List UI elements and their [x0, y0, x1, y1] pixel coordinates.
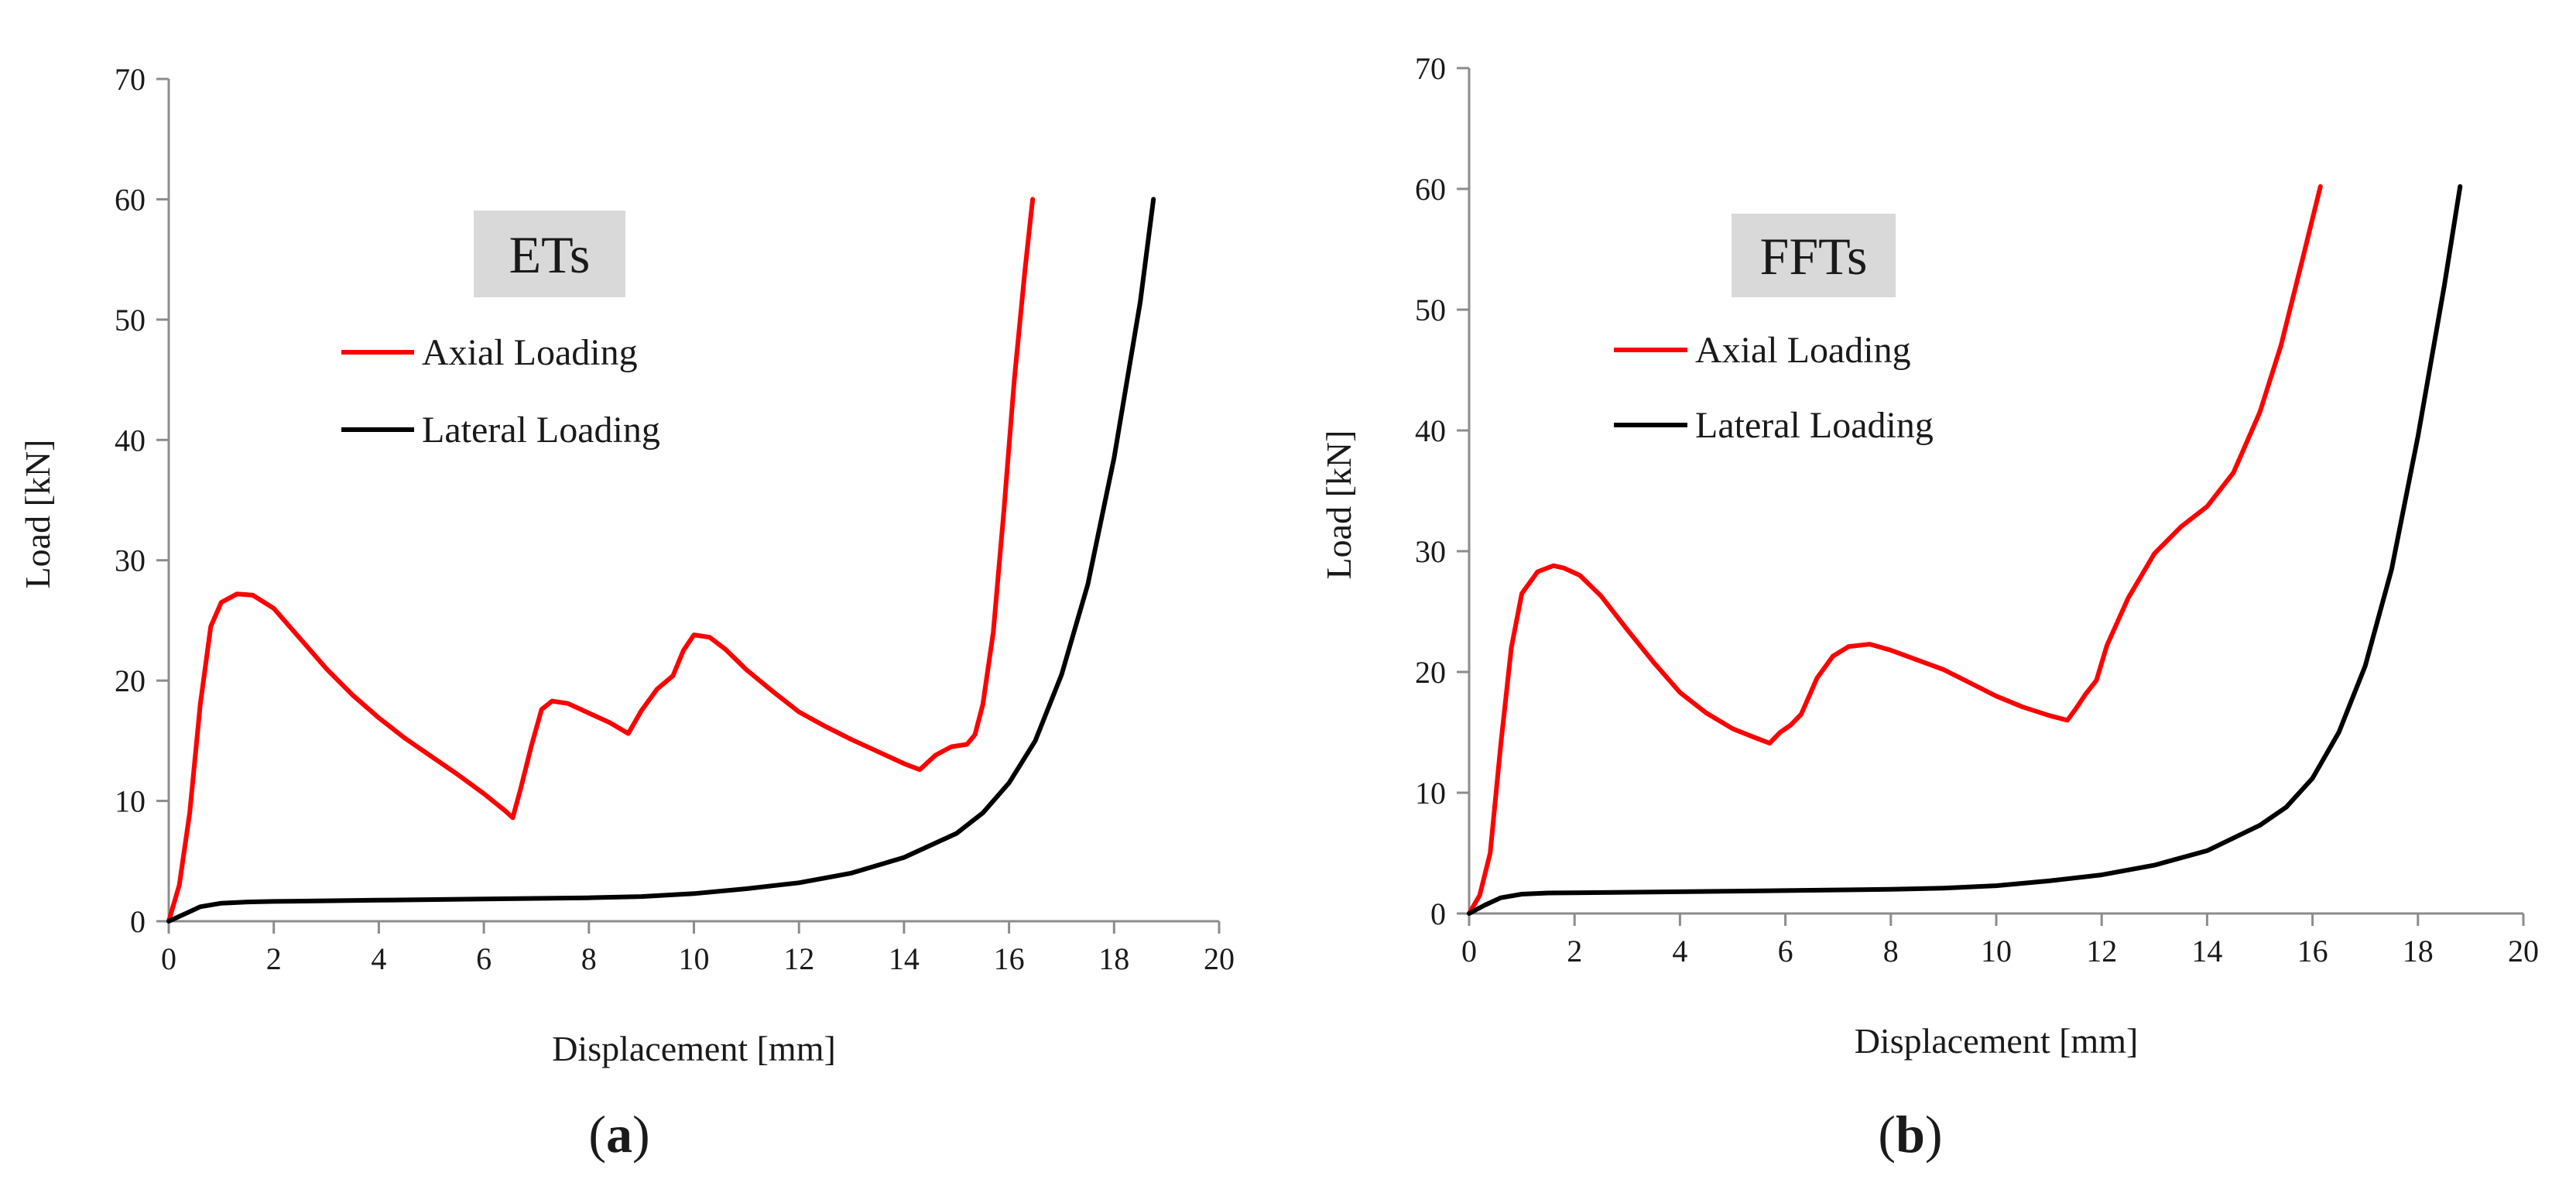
chart-title-box	[1732, 214, 1896, 297]
y-tick-label: 70	[1415, 51, 1446, 86]
x-tick-label: 6	[1778, 934, 1793, 968]
caption-open-paren: (	[588, 1105, 606, 1164]
series-line-axial-loading	[1467, 183, 2323, 916]
caption-open-paren: (	[1878, 1105, 1896, 1164]
x-axis-label: Displacement [mm]	[1855, 1021, 2139, 1061]
x-tick-label: 20	[2508, 934, 2539, 968]
y-tick-label: 0	[130, 904, 146, 939]
x-tick-label: 0	[1461, 934, 1477, 968]
x-tick-label: 10	[1981, 934, 2012, 968]
y-tick-label: 20	[1415, 655, 1446, 690]
x-tick-label: 12	[783, 941, 814, 976]
x-tick-label: 2	[266, 941, 282, 976]
x-tick-label: 18	[1098, 941, 1129, 976]
legend-label: Lateral Loading	[422, 410, 660, 451]
panel-caption: (a)	[588, 1105, 649, 1164]
x-tick-label: 6	[476, 941, 492, 976]
panel-caption: (b)	[1878, 1105, 1942, 1164]
series-line-lateral-loading	[166, 197, 1156, 924]
x-tick-label: 10	[679, 941, 710, 976]
y-tick-label: 0	[1430, 896, 1446, 931]
legend-label: Axial Loading	[1695, 330, 1911, 371]
y-tick-label: 10	[1415, 776, 1446, 811]
legend-label: Axial Loading	[422, 332, 638, 373]
y-tick-label: 60	[115, 182, 146, 217]
y-tick-label: 20	[115, 663, 146, 698]
caption-close-paren: )	[1925, 1105, 1943, 1164]
caption-close-paren: )	[632, 1105, 650, 1164]
y-tick-label: 60	[1415, 172, 1446, 207]
x-tick-label: 16	[994, 941, 1025, 976]
y-tick-label: 30	[1415, 534, 1446, 569]
y-tick-label: 10	[115, 784, 146, 819]
y-tick-label: 70	[115, 62, 146, 97]
chart-title: ETs	[509, 225, 591, 284]
caption-panel-label: b	[1896, 1105, 1925, 1164]
series-line-axial-loading	[166, 197, 1036, 924]
y-tick-label: 50	[115, 303, 146, 338]
x-tick-label: 12	[2086, 934, 2117, 968]
y-tick-label: 50	[1415, 293, 1446, 327]
x-tick-label: 18	[2403, 934, 2434, 968]
x-tick-label: 14	[889, 941, 920, 976]
x-tick-label: 8	[1883, 934, 1899, 968]
chart-panel-b: 0 10 20 30 40 50 60 70 0 2 4 6 8 10 12 14 16 18 20 Displace…	[1319, 51, 2539, 1164]
chart-title: FFTs	[1760, 227, 1868, 286]
legend-label: Lateral Loading	[1695, 405, 1934, 446]
y-axis-label: Load [kN]	[1319, 430, 1358, 580]
x-tick-label: 8	[581, 941, 597, 976]
x-axis-label: Displacement [mm]	[552, 1029, 836, 1068]
x-tick-label: 4	[371, 941, 386, 976]
chart-title-box	[474, 211, 625, 297]
x-tick-label: 4	[1672, 934, 1687, 968]
x-tick-label: 20	[1204, 941, 1235, 976]
x-tick-label: 14	[2191, 934, 2222, 968]
y-tick-label: 40	[115, 423, 146, 458]
caption-panel-label: a	[606, 1105, 632, 1164]
x-tick-label: 16	[2297, 934, 2328, 968]
x-tick-label: 0	[161, 941, 176, 976]
y-tick-label: 40	[1415, 413, 1446, 448]
y-axis-label: Load [kN]	[18, 440, 57, 589]
y-tick-label: 30	[115, 543, 146, 578]
series-line-lateral-loading	[1467, 183, 2463, 916]
chart-panel-a: 0 10 20 30 40 50 60 70 0 2 4 6 8 10 12 14 16 18 20 Displace…	[18, 62, 1235, 1164]
x-tick-label: 2	[1567, 934, 1582, 968]
